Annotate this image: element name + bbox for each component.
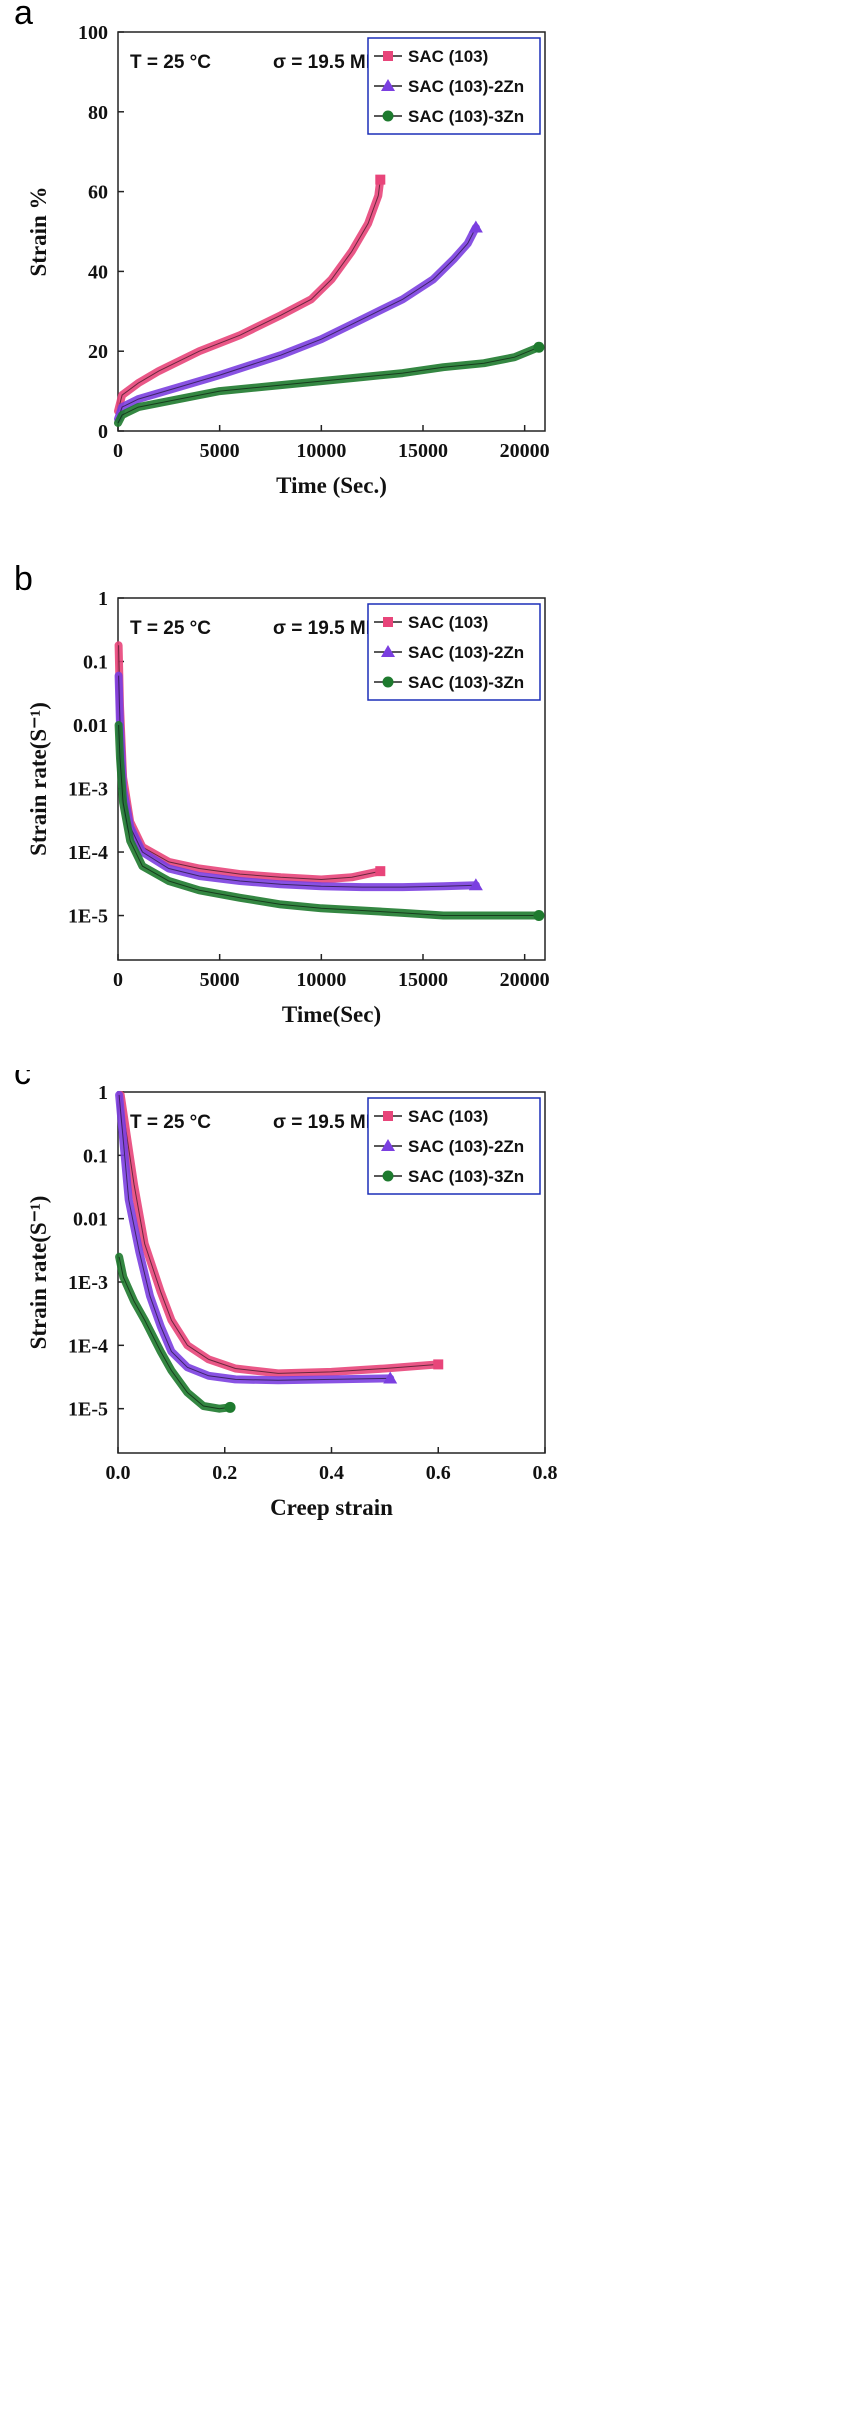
series-end-marker (533, 910, 545, 922)
legend-marker (381, 1139, 395, 1151)
x-tick-label: 0.0 (106, 1462, 131, 1484)
x-tick-label: 0.2 (212, 1462, 237, 1484)
legend-label: SAC (103)-3Zn (408, 107, 524, 126)
series-end-marker (375, 174, 386, 185)
y-tick-label: 1 (98, 1082, 108, 1104)
panel-label: b (14, 560, 33, 598)
legend-marker (382, 1170, 394, 1182)
chart-c: c 0.0 0.2 0.4 0.6 0.8 1 0.1 0.01 1E-3 1E-4 1E-5 Cree… (14, 1070, 558, 1520)
x-tick-label: 10000 (296, 969, 346, 991)
chart-a: a 0 5000 10000 15000 20000 0 20 40 60 80 100 Time (S… (14, 0, 550, 498)
series-end-marker (468, 878, 483, 891)
legend-label: SAC (103) (408, 47, 488, 66)
annotation-temperature: T = 25 °C (130, 618, 211, 639)
x-tick-label: 0 (113, 969, 123, 991)
series-end-marker (468, 220, 483, 233)
series-line-core (118, 1256, 231, 1410)
series-line-core (118, 675, 476, 888)
panel-c: c 0.0 0.2 0.4 0.6 0.8 1 0.1 0.01 1E-3 1E-4 1E-5 Cree… (0, 1070, 859, 2424)
panel-label: a (14, 0, 33, 32)
series-line-core (118, 724, 539, 916)
y-tick-label: 60 (88, 182, 108, 204)
series-line (114, 671, 480, 892)
y-tick-label: 1E-4 (68, 842, 108, 864)
x-tick-label: 20000 (500, 440, 550, 462)
x-tick-label: 0.6 (426, 1462, 451, 1484)
x-tick-label: 0.4 (319, 1462, 344, 1484)
series-line-core (120, 1094, 439, 1374)
x-tick-label: 0.8 (533, 1462, 558, 1484)
x-axis-label: Time (Sec.) (276, 473, 387, 498)
legend-label: SAC (103) (408, 613, 488, 632)
y-tick-label: 1E-5 (68, 1399, 108, 1421)
y-axis-label: Strain rate(S⁻¹) (26, 1196, 51, 1350)
x-axis-label: Creep strain (270, 1495, 393, 1520)
x-tick-label: 0 (113, 440, 123, 462)
y-axis-label: Strain rate(S⁻¹) (26, 702, 51, 856)
y-tick-label: 1E-3 (68, 779, 108, 801)
legend-label: SAC (103) (408, 1107, 488, 1126)
series-line (114, 223, 480, 423)
y-tick-label: 1 (98, 588, 108, 610)
panel-a: a 0 5000 10000 15000 20000 0 20 40 60 80 100 Time (S… (0, 0, 859, 555)
annotation-temperature: T = 25 °C (130, 52, 211, 73)
annotation-temperature: T = 25 °C (130, 1112, 211, 1133)
x-tick-label: 5000 (200, 969, 240, 991)
annotation-stress: σ = 19.5 MPa (273, 1112, 389, 1133)
legend-marker (381, 79, 395, 91)
series-end-marker (375, 866, 386, 877)
series-line (115, 1252, 235, 1413)
series-end-marker (224, 1401, 236, 1413)
series-line (115, 1090, 395, 1385)
x-axis-label: Time(Sec) (282, 1002, 381, 1027)
y-tick-label: 0 (98, 421, 108, 443)
legend-marker (382, 676, 394, 688)
legend-marker (383, 617, 393, 627)
y-tick-label: 0.1 (83, 1145, 108, 1167)
legend-marker (382, 110, 394, 122)
x-tick-label: 20000 (500, 969, 550, 991)
legend-marker (383, 1111, 393, 1121)
panel-label: c (14, 1070, 31, 1092)
chart-b: b 0 5000 10000 15000 20000 1 0.1 0.01 1E-3 1E-4 1E-… (14, 560, 550, 1027)
y-tick-label: 0.01 (73, 715, 108, 737)
legend-label: SAC (103)-3Zn (408, 673, 524, 692)
legend-marker (381, 645, 395, 657)
series-end-marker (433, 1359, 444, 1370)
y-tick-label: 20 (88, 341, 108, 363)
y-tick-label: 1E-4 (68, 1335, 108, 1357)
y-tick-label: 0.01 (73, 1209, 108, 1231)
plot-frame (117, 31, 546, 432)
annotation-stress: σ = 19.5 MPa (273, 618, 389, 639)
series-line-core (118, 1094, 391, 1381)
panel-b: b 0 5000 10000 15000 20000 1 0.1 0.01 1E-3 1E-4 1E-… (0, 555, 859, 1070)
legend-label: SAC (103)-3Zn (408, 1167, 524, 1186)
y-tick-label: 1E-3 (68, 1272, 108, 1294)
x-tick-label: 15000 (398, 440, 448, 462)
y-tick-label: 1E-5 (68, 906, 108, 928)
series-line-core (117, 179, 381, 412)
series-line-core (117, 227, 477, 420)
y-axis-label: Strain % (26, 186, 51, 276)
legend-label: SAC (103)-2Zn (408, 1137, 524, 1156)
series-end-marker (383, 1371, 398, 1384)
legend-marker (383, 51, 393, 61)
legend-label: SAC (103)-2Zn (408, 643, 524, 662)
y-tick-label: 40 (88, 261, 108, 283)
series-line-core (118, 645, 381, 881)
legend-label: SAC (103)-2Zn (408, 77, 524, 96)
series-end-marker (533, 341, 545, 353)
annotation-stress: σ = 19.5 MPa (273, 52, 389, 73)
series-line (114, 641, 385, 884)
y-tick-label: 0.1 (83, 652, 108, 674)
y-tick-label: 80 (88, 102, 108, 124)
x-tick-label: 5000 (200, 440, 240, 462)
series-line-core (117, 346, 540, 424)
x-tick-label: 10000 (296, 440, 346, 462)
y-tick-label: 100 (78, 22, 108, 44)
x-tick-label: 15000 (398, 969, 448, 991)
